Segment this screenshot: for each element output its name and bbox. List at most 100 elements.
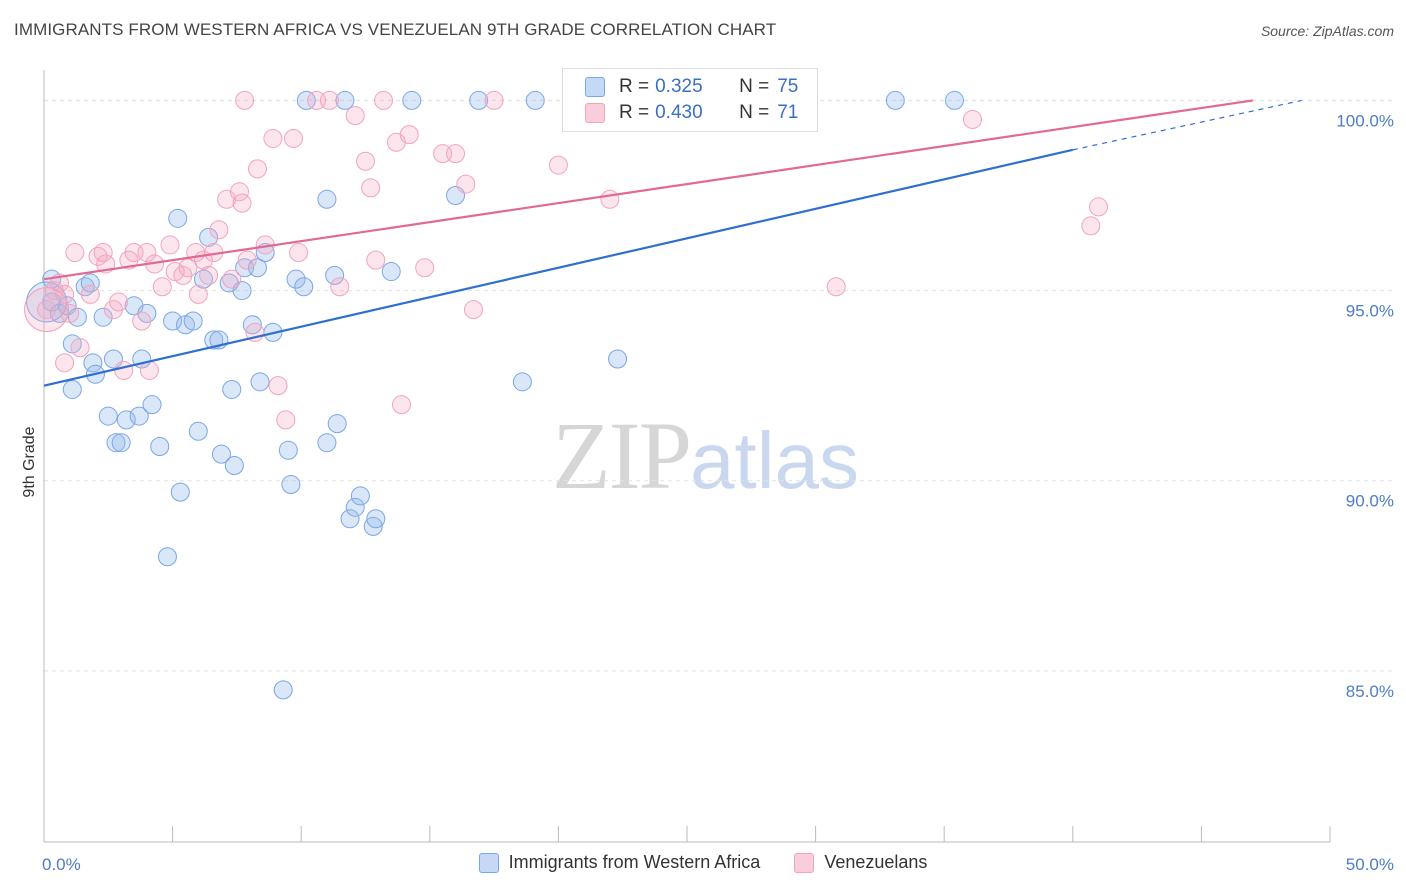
data-point	[209, 220, 229, 240]
data-point	[242, 315, 262, 335]
data-point	[273, 680, 293, 700]
data-point	[446, 144, 466, 164]
data-point	[340, 509, 360, 529]
data-point	[80, 284, 100, 304]
data-point	[374, 90, 394, 110]
data-point	[345, 497, 365, 517]
data-point	[469, 90, 489, 110]
data-point	[88, 246, 108, 266]
data-point	[327, 414, 347, 434]
data-point	[366, 250, 386, 270]
data-point	[247, 258, 267, 278]
watermark-zip: ZIP	[552, 402, 692, 509]
y-tick-label: 90.0%	[1346, 492, 1394, 511]
data-point	[83, 353, 103, 373]
data-point	[335, 90, 355, 110]
data-point	[826, 277, 846, 297]
data-point	[317, 433, 337, 453]
data-point	[142, 395, 162, 415]
data-point	[98, 406, 118, 426]
data-point	[137, 243, 157, 263]
data-point	[356, 151, 375, 171]
data-point	[294, 277, 314, 297]
data-point	[286, 269, 306, 289]
data-point	[111, 433, 131, 453]
data-point	[464, 300, 484, 320]
legend-r-label: R =	[619, 102, 650, 123]
data-point	[55, 284, 75, 304]
series-name-western-africa: Immigrants from Western Africa	[508, 852, 761, 872]
data-point	[345, 106, 365, 126]
data-point	[268, 376, 288, 396]
data-point	[24, 287, 70, 333]
data-point	[381, 262, 401, 282]
data-point	[484, 90, 504, 110]
x-tick-label: 50.0%	[1346, 855, 1394, 874]
tick-labels: 85.0% 90.0% 95.0% 100.0% 0.0% 50.0%	[42, 111, 1394, 874]
y-tick-label: 100.0%	[1336, 111, 1394, 130]
axes	[43, 70, 1331, 843]
legend-row-venezuelans: R = 0.430 N = 71	[585, 99, 798, 127]
data-point	[168, 208, 188, 228]
data-point	[608, 349, 628, 369]
data-point	[525, 90, 545, 110]
data-point	[885, 90, 905, 110]
data-point	[65, 243, 85, 263]
data-point	[281, 475, 301, 495]
data-point	[109, 292, 129, 312]
series-legend-venezuelans: Venezuelans	[794, 852, 927, 873]
trend-line-venezuelans	[43, 99, 1254, 281]
data-point	[183, 311, 203, 331]
data-point	[456, 174, 476, 194]
legend-r-value: 0.325	[655, 76, 703, 97]
data-point	[283, 128, 303, 148]
data-point	[106, 433, 126, 453]
y-tick-label: 95.0%	[1346, 302, 1394, 321]
data-point	[211, 444, 231, 464]
data-point	[170, 482, 190, 502]
legend-n-label: N =	[739, 76, 770, 97]
data-point	[188, 421, 208, 441]
data-point	[163, 311, 183, 331]
data-point	[363, 516, 383, 536]
data-point	[37, 300, 57, 320]
data-point	[150, 436, 170, 456]
data-point	[250, 372, 270, 392]
legend-swatch-blue	[585, 77, 605, 97]
data-point	[93, 307, 113, 327]
data-point	[129, 406, 149, 426]
data-point	[80, 273, 100, 293]
data-point	[319, 90, 339, 110]
data-point	[93, 243, 113, 263]
data-point	[330, 277, 350, 297]
data-point	[278, 440, 298, 460]
data-point	[62, 379, 82, 399]
data-point	[1081, 216, 1101, 236]
legend-r-value: 0.430	[655, 102, 703, 123]
trend-lines	[43, 99, 1302, 387]
y-axis-label: 9th Grade	[21, 426, 38, 497]
series-venezuelans	[24, 90, 1109, 430]
series-swatch-pink	[794, 852, 815, 873]
data-point	[70, 338, 90, 358]
trend-line-western-africa	[43, 148, 1074, 387]
data-point	[232, 193, 252, 213]
legend-row-western-africa: R = 0.325 N = 75	[585, 73, 798, 101]
data-point	[276, 410, 296, 430]
data-point	[415, 258, 435, 278]
data-point	[193, 269, 213, 289]
data-point	[366, 509, 386, 529]
legend-r-label: R =	[619, 76, 650, 97]
data-point	[247, 159, 267, 179]
data-point	[157, 547, 177, 567]
legend-n-value: 75	[777, 76, 799, 97]
data-point	[55, 353, 75, 373]
data-point	[237, 250, 257, 270]
data-point	[263, 128, 283, 148]
series-legend: Immigrants from Western Africa Venezuela…	[0, 852, 1406, 873]
watermark: ZIPatlas	[552, 400, 859, 511]
data-point	[944, 90, 964, 110]
series-western-africa	[26, 90, 964, 700]
x-tick-label: 0.0%	[42, 855, 81, 874]
